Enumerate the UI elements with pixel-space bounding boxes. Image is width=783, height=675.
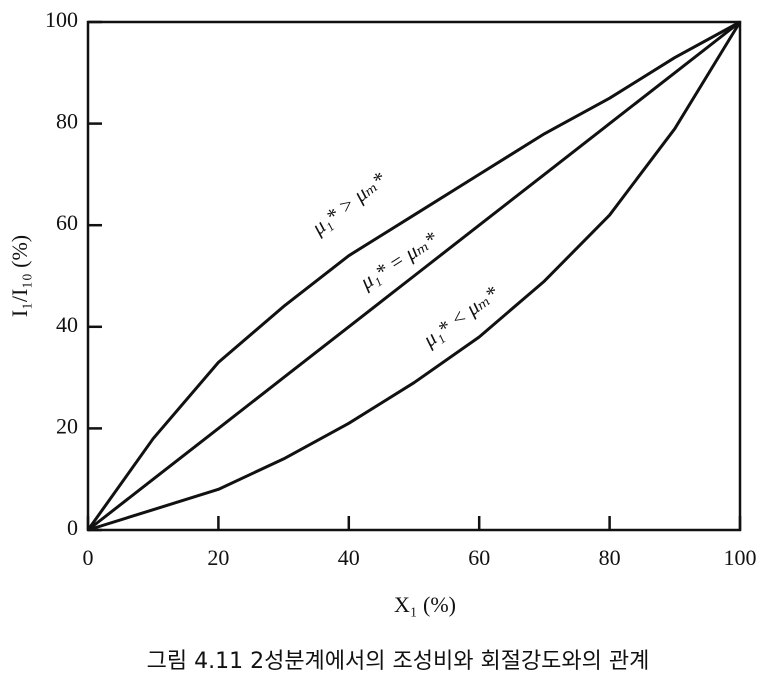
plot-frame — [86, 20, 742, 532]
x-tick-label: 80 — [599, 545, 621, 570]
x-tick-label: 0 — [83, 545, 94, 570]
y-tick-label: 40 — [56, 312, 78, 337]
curve-annotation: μ₁* > μₘ* — [306, 167, 390, 240]
curve-annotation: μ₁* = μₘ* — [355, 226, 442, 294]
curve-annotation: μ₁* < μₘ* — [418, 281, 504, 352]
y-tick-label: 60 — [56, 210, 78, 235]
caption: 그림 4.11 2성분계에서의 조성비와 회절강도와의 관계 — [147, 649, 650, 674]
x-tick-label: 100 — [724, 545, 757, 570]
data-line — [86, 20, 741, 531]
y-axis-label: I₁/I₁₀ (%) — [7, 235, 32, 317]
data-line — [87, 20, 741, 532]
x-tick-label: 20 — [207, 545, 229, 570]
x-axis-label: X₁ (%) — [394, 592, 456, 617]
y-tick-label: 100 — [45, 7, 78, 32]
y-tick-label: 0 — [67, 515, 78, 540]
x-tick-label: 40 — [338, 545, 360, 570]
x-tick-label: 60 — [468, 545, 490, 570]
y-tick-label: 20 — [56, 413, 78, 438]
data-line — [87, 21, 742, 532]
y-tick-label: 80 — [56, 109, 78, 134]
